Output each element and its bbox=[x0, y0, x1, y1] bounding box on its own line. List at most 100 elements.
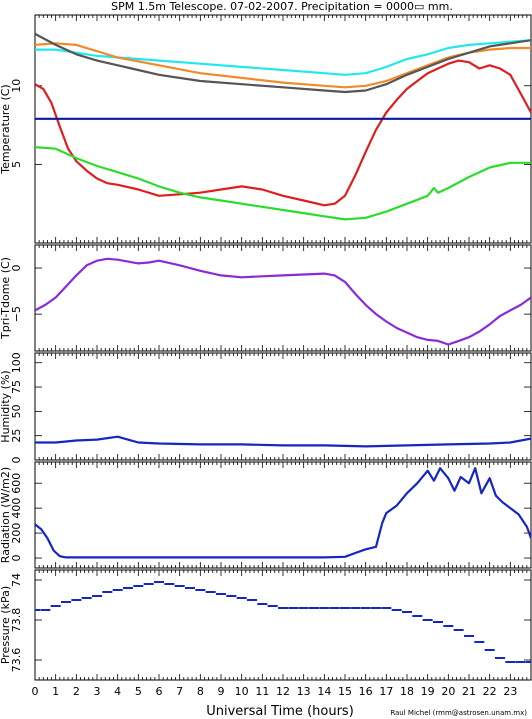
data-point bbox=[464, 635, 474, 637]
x-tick-label: 12 bbox=[276, 685, 290, 698]
x-tick-label: 21 bbox=[462, 685, 476, 698]
x-tick-label: 3 bbox=[94, 685, 101, 698]
data-point bbox=[443, 625, 454, 627]
data-point bbox=[381, 607, 392, 609]
y-tick-label: 75 bbox=[10, 380, 23, 394]
y-tick-label: 400 bbox=[10, 498, 23, 519]
x-tick-label: 2 bbox=[73, 685, 80, 698]
y-axis-label: Pressure (kPa) bbox=[0, 586, 12, 664]
data-point bbox=[226, 595, 237, 597]
x-tick-label: 9 bbox=[218, 685, 225, 698]
y-tick-label: −5 bbox=[10, 306, 23, 322]
data-point bbox=[298, 607, 309, 609]
x-tick-label: 14 bbox=[317, 685, 331, 698]
y-tick-label: 10 bbox=[10, 79, 23, 93]
data-point bbox=[340, 607, 350, 609]
author-credit: Raul Michel (rmm@astrosen.unam.mx) bbox=[390, 709, 527, 717]
panel-frame bbox=[34, 461, 532, 569]
data-point bbox=[112, 589, 123, 591]
x-tick-label: 11 bbox=[255, 685, 269, 698]
x-tick-label: 23 bbox=[503, 685, 517, 698]
data-point bbox=[515, 661, 526, 663]
data-point bbox=[412, 615, 423, 617]
y-tick-label: 50 bbox=[10, 404, 23, 418]
data-point bbox=[267, 605, 278, 607]
x-tick-label: 16 bbox=[359, 685, 373, 698]
series-line bbox=[35, 435, 531, 448]
data-point bbox=[185, 587, 195, 589]
data-point bbox=[102, 591, 113, 593]
series-line bbox=[35, 257, 531, 346]
series-group bbox=[35, 581, 531, 663]
panel-frame bbox=[34, 244, 532, 352]
series-group bbox=[35, 467, 531, 559]
y-tick-label: 200 bbox=[10, 523, 23, 544]
data-point bbox=[123, 587, 133, 589]
x-tick-label: 0 bbox=[32, 685, 39, 698]
series-group bbox=[35, 32, 531, 221]
data-point bbox=[329, 607, 340, 609]
data-point bbox=[236, 597, 247, 599]
y-tick-label: 73.8 bbox=[10, 608, 23, 633]
x-tick-label: 10 bbox=[235, 685, 249, 698]
y-axis-label: Humidity (%) bbox=[0, 370, 12, 442]
y-tick-label: 5 bbox=[10, 161, 23, 168]
chart-title: SPM 1.5m Telescope. 07-02-2007. Precipit… bbox=[111, 0, 453, 13]
series-group bbox=[35, 435, 531, 448]
series-line bbox=[35, 467, 531, 559]
data-point bbox=[391, 609, 402, 611]
data-point bbox=[319, 607, 330, 609]
y-axis-label: Tpri-Tdome (C) bbox=[0, 257, 12, 340]
y-tick-label: 74 bbox=[10, 573, 23, 587]
data-point bbox=[154, 581, 164, 583]
panel-frame bbox=[34, 14, 532, 244]
data-point bbox=[257, 603, 268, 605]
x-axis-label: Universal Time (hours) bbox=[206, 704, 354, 719]
x-tick-label: 6 bbox=[156, 685, 163, 698]
data-point bbox=[505, 661, 516, 663]
series-line bbox=[35, 42, 531, 89]
data-point bbox=[205, 591, 216, 593]
data-point bbox=[474, 641, 485, 643]
data-point bbox=[453, 629, 464, 631]
data-point bbox=[350, 607, 361, 609]
data-point bbox=[288, 607, 299, 609]
series-line bbox=[35, 39, 531, 76]
y-axis-label: Radiation (W/m2) bbox=[0, 467, 12, 563]
data-point bbox=[71, 599, 82, 601]
data-point bbox=[484, 649, 495, 651]
data-point bbox=[309, 607, 319, 609]
series-line bbox=[35, 146, 531, 221]
x-tick-label: 17 bbox=[379, 685, 393, 698]
y-tick-label: 0 bbox=[10, 555, 23, 562]
data-point bbox=[92, 595, 102, 597]
data-point bbox=[402, 611, 412, 613]
x-tick-label: 13 bbox=[297, 685, 311, 698]
x-tick-label: 22 bbox=[483, 685, 497, 698]
data-point bbox=[143, 583, 154, 585]
data-point bbox=[526, 661, 531, 663]
y-axis-label: Temperature (C) bbox=[0, 84, 12, 174]
data-point bbox=[61, 601, 71, 603]
y-tick-label: 0 bbox=[10, 265, 23, 272]
data-point bbox=[81, 597, 92, 599]
series-line bbox=[35, 32, 531, 94]
x-tick-label: 18 bbox=[400, 685, 414, 698]
data-point bbox=[195, 589, 206, 591]
series-line bbox=[35, 59, 531, 207]
series-group bbox=[35, 257, 531, 346]
y-tick-label: 100 bbox=[10, 352, 23, 373]
data-point bbox=[35, 609, 40, 611]
data-point bbox=[216, 593, 226, 595]
data-point bbox=[40, 609, 51, 611]
x-tick-label: 19 bbox=[421, 685, 435, 698]
x-tick-label: 4 bbox=[114, 685, 121, 698]
data-point bbox=[371, 607, 381, 609]
y-tick-label: 73.6 bbox=[10, 648, 23, 673]
y-tick-label: 25 bbox=[10, 429, 23, 443]
